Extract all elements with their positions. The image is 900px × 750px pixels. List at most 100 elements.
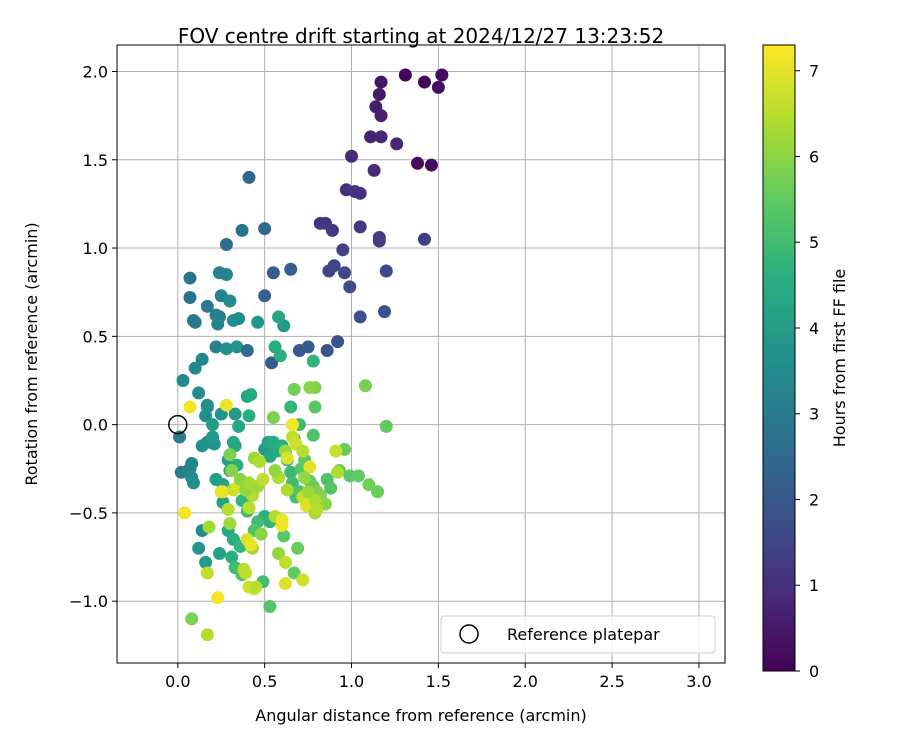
y-tick-label: 0.0 — [83, 416, 108, 435]
colorbar-tick-label: 6 — [809, 147, 819, 166]
data-point — [223, 448, 237, 462]
data-point — [206, 430, 220, 444]
colorbar-label: Hours from first FF file — [830, 269, 849, 448]
data-point — [301, 340, 315, 354]
data-point — [372, 234, 386, 248]
data-point — [242, 409, 256, 423]
data-point — [251, 315, 265, 329]
data-point — [202, 520, 216, 534]
data-point — [379, 264, 393, 278]
data-point — [223, 517, 237, 531]
data-point — [324, 481, 338, 495]
data-point — [325, 223, 339, 237]
data-point — [306, 354, 320, 368]
data-point — [417, 232, 431, 246]
data-point — [390, 137, 404, 151]
colorbar-tick-label: 4 — [809, 319, 819, 338]
data-point — [364, 130, 378, 144]
data-point — [379, 419, 393, 433]
data-point — [353, 220, 367, 234]
data-point — [331, 335, 345, 349]
data-point — [200, 299, 214, 313]
data-point — [358, 379, 372, 393]
data-point — [287, 566, 301, 580]
data-point — [214, 485, 228, 499]
data-point — [200, 628, 214, 642]
data-point — [219, 342, 233, 356]
data-point — [206, 418, 220, 432]
data-point — [185, 456, 199, 470]
data-point — [367, 163, 381, 177]
data-point — [192, 386, 206, 400]
data-point — [279, 577, 293, 591]
data-point — [411, 156, 425, 170]
legend: Reference platepar — [440, 615, 716, 654]
data-point — [183, 271, 197, 285]
data-point — [263, 599, 277, 613]
data-point — [372, 87, 386, 101]
y-tick-label: 2.0 — [83, 62, 108, 81]
data-point — [279, 555, 293, 569]
colorbar-tick-label: 5 — [809, 233, 819, 252]
data-point — [232, 312, 246, 326]
data-point — [211, 591, 225, 605]
data-point — [209, 340, 223, 354]
data-point — [336, 243, 350, 257]
data-point — [242, 501, 256, 515]
data-point — [273, 349, 287, 363]
data-point — [320, 343, 334, 357]
data-point — [225, 464, 239, 478]
data-point — [301, 485, 315, 499]
data-point — [212, 547, 226, 561]
data-point — [186, 476, 200, 490]
data-point — [284, 465, 298, 479]
data-point — [219, 398, 233, 412]
data-point — [258, 222, 272, 236]
data-point — [252, 455, 266, 469]
data-point — [322, 264, 336, 278]
data-point — [225, 550, 239, 564]
y-tick-label: −0.5 — [69, 504, 108, 523]
colorbar: 0 1 2 3 4 5 6 7 Hours from first FF file — [762, 44, 849, 681]
data-point — [310, 502, 324, 516]
data-point — [296, 573, 310, 587]
data-point — [285, 418, 299, 432]
data-point — [219, 268, 233, 282]
scatter-points — [173, 68, 449, 642]
data-point — [219, 238, 233, 252]
data-point — [280, 451, 294, 465]
data-point — [431, 80, 445, 94]
data-point — [244, 388, 258, 402]
data-point — [244, 538, 258, 552]
y-tick-label: 0.5 — [83, 327, 108, 346]
data-point — [266, 411, 280, 425]
data-point — [353, 186, 367, 200]
data-point — [230, 340, 244, 354]
data-point — [178, 506, 192, 520]
data-point — [424, 158, 438, 172]
data-point — [308, 400, 322, 414]
data-point — [228, 407, 242, 421]
data-point — [303, 460, 317, 474]
data-point — [291, 541, 305, 555]
x-tick-label: 2.0 — [513, 672, 538, 691]
x-axis-label: Angular distance from reference (arcmin) — [255, 706, 586, 725]
data-point — [240, 343, 254, 357]
data-point — [249, 580, 263, 594]
data-point — [284, 262, 298, 276]
data-point — [272, 547, 286, 561]
data-point — [192, 541, 206, 555]
data-point — [298, 471, 312, 485]
colorbar-gradient — [762, 44, 796, 672]
data-point — [371, 485, 385, 499]
data-point — [183, 400, 197, 414]
data-point — [265, 356, 279, 370]
y-tick-label: 1.0 — [83, 239, 108, 258]
data-point — [211, 317, 225, 331]
x-axis-ticks: 0.0 0.5 1.0 1.5 2.0 2.5 3.0 — [165, 663, 712, 691]
data-point — [200, 400, 214, 414]
data-point — [200, 566, 214, 580]
data-point — [351, 469, 365, 483]
data-point — [287, 382, 301, 396]
